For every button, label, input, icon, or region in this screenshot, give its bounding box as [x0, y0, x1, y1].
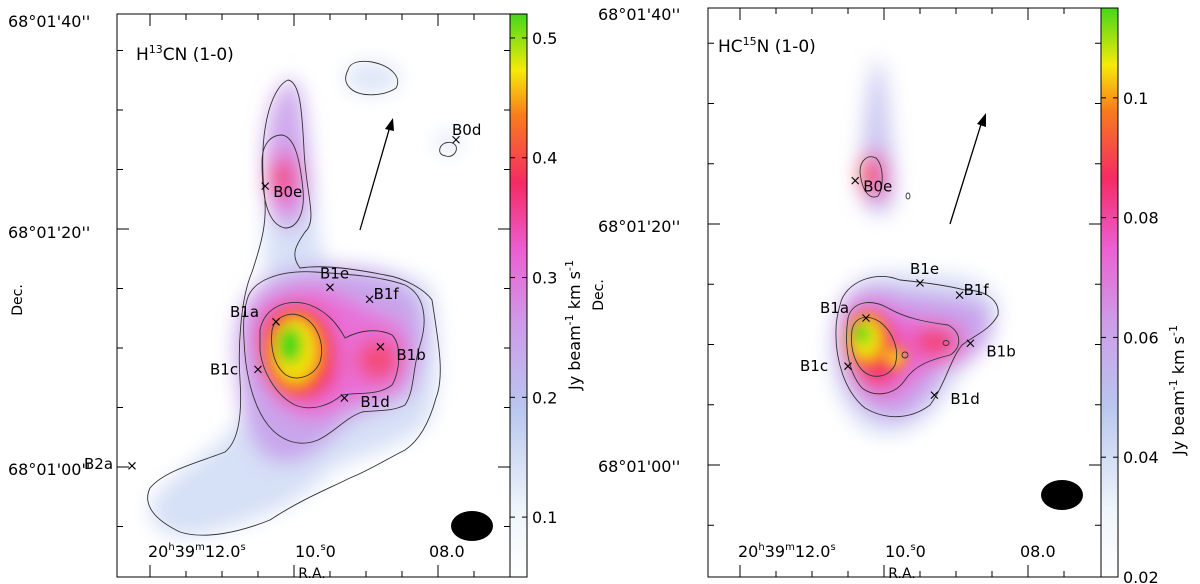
source-marker-b1f — [365, 295, 374, 304]
source-label-b1d: B1d — [950, 390, 979, 408]
hc15n-colorbar — [1100, 7, 1119, 578]
source-marker-b0d — [452, 135, 460, 144]
hc15n-xtick-label-10: 10.s0 — [885, 542, 926, 561]
source-marker-b1c — [254, 365, 262, 374]
h13cn-outflow-arrow — [359, 118, 394, 231]
contour-level-1b — [345, 60, 399, 96]
h13cn-xtick-label-12: 20h39m12.0s — [148, 542, 246, 561]
colorbar-tick-label: 0.06 — [1123, 328, 1159, 347]
source-marker-b1f — [955, 291, 964, 299]
contour-level-3 — [851, 316, 898, 377]
colorbar-tick-label: 0.08 — [1123, 209, 1159, 228]
colorbar-tick-label: 0.5 — [532, 29, 557, 48]
source-marker-b2a — [128, 461, 136, 470]
colorbar-tick-label: 0.1 — [532, 508, 557, 527]
hc15n-xlabel: R.A. — [888, 566, 915, 582]
hc15n-xtick-label-08: 08.0 — [1020, 542, 1056, 561]
h13cn-xtick-label-10: 10.s0 — [295, 542, 336, 561]
h13cn-ylabel: Dec. — [10, 284, 26, 316]
hc15n-title: HC15N (1-0) — [718, 35, 816, 57]
hc15n-ytick-label-60: 68°01'00'' — [598, 457, 680, 476]
source-marker-b0e — [851, 176, 860, 185]
source-label-b2a: B2a — [84, 455, 113, 473]
source-label-b1a: B1a — [820, 299, 849, 317]
source-marker-b1a — [272, 317, 280, 326]
source-marker-b1a — [862, 314, 870, 322]
h13cn-colorbar — [509, 13, 528, 578]
source-marker-b0e — [261, 182, 270, 191]
contour-level-2 — [261, 134, 304, 229]
source-marker-b1d — [340, 394, 349, 402]
source-marker-b1b — [966, 339, 975, 348]
colorbar-tick-label: 0.3 — [532, 269, 557, 288]
source-marker-b1c — [844, 362, 852, 371]
h13cn-ytick-label-60: 68°01'00'' — [8, 460, 90, 479]
contour-level-1 — [835, 276, 999, 418]
colorbar-tick-label: 0.2 — [532, 388, 557, 407]
h13cn-ytick-label-80: 68°01'20'' — [8, 223, 90, 242]
contour-level-3 — [243, 271, 425, 444]
h13cn-contours — [147, 60, 457, 536]
source-label-b1c: B1c — [210, 360, 238, 378]
contour-level-3c — [901, 351, 909, 359]
h13cn-xtick-label-08: 08.0 — [429, 542, 465, 561]
hc15n-xtick-label-12: 20h39m12.0s — [738, 542, 836, 561]
contour-level-3b — [942, 340, 950, 346]
hc15n-outflow-arrow — [949, 113, 986, 225]
contour-level-4b — [905, 192, 911, 200]
contour-level-2 — [846, 302, 960, 395]
source-marker-b1e — [326, 283, 334, 292]
contour-level-4 — [259, 302, 400, 409]
source-label-b0e: B0e — [863, 178, 892, 196]
contour-level-5 — [271, 313, 323, 379]
source-marker-b1e — [916, 279, 924, 287]
hc15n-ytick-label-80: 68°01'20'' — [598, 217, 680, 236]
colorbar-tick-label: 0.4 — [532, 149, 557, 168]
h13cn-colorbar-label: Jy beam-1 km s-1 — [563, 260, 584, 391]
source-label-b1e: B1e — [320, 264, 349, 282]
hc15n-ylabel: Dec. — [591, 279, 607, 311]
colorbar-tick-label: 0.04 — [1123, 448, 1159, 467]
colorbar-tick-label: 0.1 — [1123, 89, 1148, 108]
hc15n-beam — [1041, 480, 1083, 510]
contour-level-1c — [439, 141, 457, 157]
source-label-b1f: B1f — [374, 285, 400, 303]
source-marker-b1b — [376, 342, 385, 351]
hc15n-panel: B0e B1e B1f B1a B1b B1c B1d HC15N (1-0) 68°01'… — [591, 5, 1188, 584]
source-label-b1f: B1f — [964, 281, 990, 299]
source-marker-b1d — [930, 391, 939, 399]
h13cn-xlabel: R.A. — [298, 566, 325, 582]
source-label-b1c: B1c — [800, 357, 828, 375]
source-label-b1a: B1a — [230, 303, 259, 321]
source-label-b1b: B1b — [986, 342, 1015, 360]
contour-level-4 — [859, 156, 883, 198]
source-label-b1d: B1d — [360, 393, 389, 411]
contour-level-1 — [147, 79, 441, 536]
h13cn-ytick-label-100: 68°01'40'' — [8, 12, 90, 31]
h13cn-title: H13CN (1-0) — [136, 43, 234, 65]
source-label-b1e: B1e — [910, 260, 939, 278]
hc15n-colorbar-label: Jy beam-1 km s-1 — [1167, 325, 1188, 456]
source-label-b1b: B1b — [396, 346, 425, 364]
hc15n-emission-map — [829, 58, 999, 435]
source-label-b0d: B0d — [452, 121, 481, 139]
hc15n-contours — [835, 156, 999, 418]
colorbar-tick-label: 0.02 — [1123, 568, 1159, 584]
source-label-b0e: B0e — [273, 183, 302, 201]
h13cn-emission-map — [149, 62, 460, 537]
hc15n-ytick-label-100: 68°01'40'' — [598, 5, 680, 24]
h13cn-beam — [451, 511, 493, 541]
